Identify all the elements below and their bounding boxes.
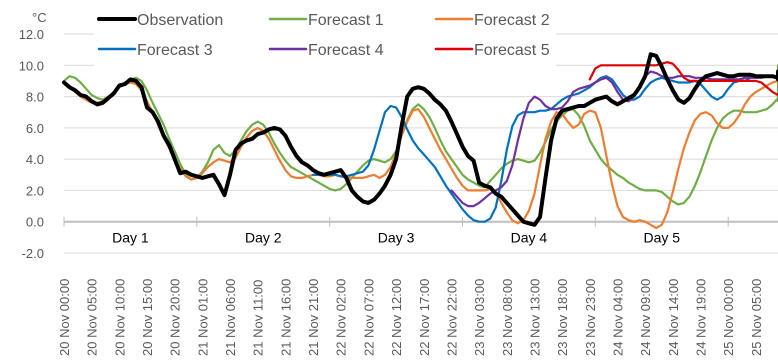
x-tick-label: 20 Nov 20:00 (168, 279, 183, 356)
y-tick-label: 10.0 (19, 58, 44, 73)
x-tick-label: 23 Nov 23:00 (583, 279, 598, 356)
x-tick-label: 23 Nov 13:00 (527, 279, 542, 356)
legend: Observation Forecast 1 Forecast 2 Forecast … (94, 4, 556, 68)
axes: -2.0 0.0 2.0 4.0 6.0 8.0 10.0 12.0 20 Nov 00:00 2… (19, 27, 764, 356)
series-line-forecast-3 (312, 75, 752, 223)
x-tick-label: 23 Nov 18:00 (555, 279, 570, 356)
y-tick-label: 4.0 (26, 152, 44, 167)
x-tick-label: 22 Nov 22:00 (444, 279, 459, 356)
y-tick-label: -2.0 (22, 246, 44, 261)
x-tick-label: 23 Nov 03:00 (472, 279, 487, 356)
legend-label: Forecast 4 (308, 42, 384, 59)
y-tick-label: 12.0 (19, 27, 44, 42)
day-label: Day 1 (112, 230, 149, 246)
x-tick-label: 21 Nov 21:00 (306, 279, 321, 356)
y-tick-label: 6.0 (26, 121, 44, 136)
x-tick-label: 20 Nov 10:00 (112, 279, 127, 356)
series-lines (62, 52, 778, 230)
series-line-observation (62, 52, 778, 227)
legend-label: Forecast 1 (308, 12, 384, 29)
x-tick-label: 21 Nov 11:00 (251, 280, 266, 356)
legend-label: Forecast 5 (474, 42, 550, 59)
x-tick-label: 24 Nov 09:00 (638, 279, 653, 356)
series-line-forecast-4 (450, 70, 774, 208)
day-label: Day 5 (643, 230, 680, 246)
x-tick-label: 21 Nov 06:00 (223, 279, 238, 356)
day-separators: Day 1 Day 2 Day 3 Day 4 Day 5 (63, 216, 729, 246)
x-tick-label: 22 Nov 07:00 (361, 279, 376, 356)
x-tick-label: 22 Nov 17:00 (417, 279, 432, 356)
legend-label: Forecast 2 (474, 12, 550, 29)
y-tick-label: 2.0 (26, 183, 44, 198)
x-tick-label: 25 Nov 05:00 (749, 279, 764, 356)
y-unit-label: °C (32, 10, 47, 25)
x-tick-label: 21 Nov 01:00 (195, 279, 210, 356)
x-tick-label: 24 Nov 14:00 (666, 279, 681, 356)
y-tick-label: 8.0 (26, 90, 44, 105)
x-tick-label: 25 Nov 00:00 (721, 279, 736, 356)
x-tick-label: 23 Nov 08:00 (500, 279, 515, 356)
x-tick-label: 24 Nov 04:00 (610, 279, 625, 356)
x-tick-label: 24 Nov 19:00 (694, 279, 709, 356)
x-tick-label: 22 Nov 02:00 (334, 279, 349, 356)
series-line-forecast-5 (588, 61, 778, 97)
x-tick-label: 21 Nov 16:00 (278, 279, 293, 356)
legend-label: Observation (137, 12, 223, 29)
x-tick-label: 20 Nov 15:00 (140, 279, 155, 356)
y-tick-label: 0.0 (26, 215, 44, 230)
day-label: Day 2 (245, 230, 282, 246)
x-tick-label: 22 Nov 12:00 (389, 279, 404, 356)
day-label: Day 3 (378, 230, 415, 246)
legend-label: Forecast 3 (137, 42, 213, 59)
x-tick-label: 20 Nov 05:00 (85, 279, 100, 356)
day-label: Day 4 (511, 230, 548, 246)
legend-box (94, 4, 556, 68)
x-tick-label: 20 Nov 00:00 (57, 279, 72, 356)
